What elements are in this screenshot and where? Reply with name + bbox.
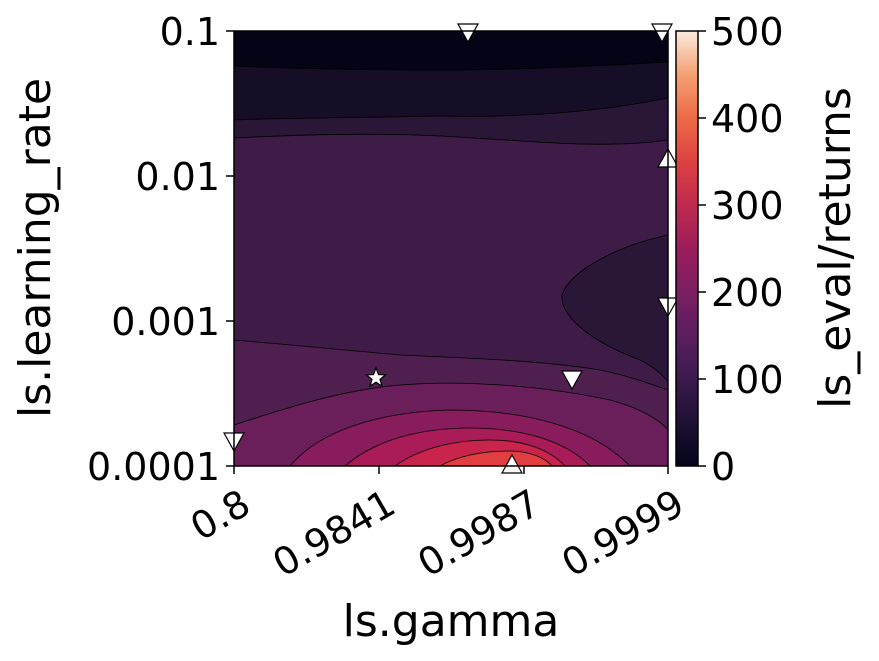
- triangle-down-marker: [650, 23, 674, 44]
- colorbar-tick-label: 400: [711, 97, 784, 141]
- colorbar: [675, 30, 699, 467]
- x-tick-label: 0.8: [183, 481, 257, 549]
- y-tick-label: 0.1: [160, 10, 220, 54]
- triangle-up-marker: [500, 453, 524, 474]
- plot-frame: [233, 30, 669, 467]
- x-tick-label: 0.9987: [410, 481, 547, 586]
- x-tick-label: 0.9999: [554, 481, 691, 586]
- y-tick-label: 0.0001: [87, 445, 220, 489]
- triangle-down-marker: [456, 23, 480, 44]
- star-marker: [364, 366, 388, 388]
- triangle-down-marker: [560, 370, 584, 391]
- y-axis: [226, 30, 234, 467]
- y-tick-label: 0.001: [111, 300, 220, 344]
- contour-band-0: [234, 31, 668, 71]
- colorbar-tick-label: 200: [711, 271, 784, 315]
- x-axis-label: ls.gamma: [343, 596, 560, 647]
- y-axis-label: ls.learning_rate: [10, 78, 61, 418]
- colorbar-tick-label: 0: [711, 445, 735, 489]
- colorbar-tick-label: 100: [711, 358, 784, 402]
- colorbar-ticks: [698, 30, 706, 467]
- x-tick-label: 0.9841: [265, 481, 402, 586]
- colorbar-label: ls_eval/returns: [810, 87, 861, 409]
- colorbar-tick-label: 500: [711, 10, 784, 54]
- colorbar-tick-label: 300: [711, 184, 784, 228]
- contour-island: [561, 234, 668, 383]
- contour-fill: [234, 31, 668, 466]
- x-axis: [233, 466, 669, 474]
- y-tick-label: 0.01: [135, 155, 220, 199]
- contour-band-9: [439, 450, 553, 466]
